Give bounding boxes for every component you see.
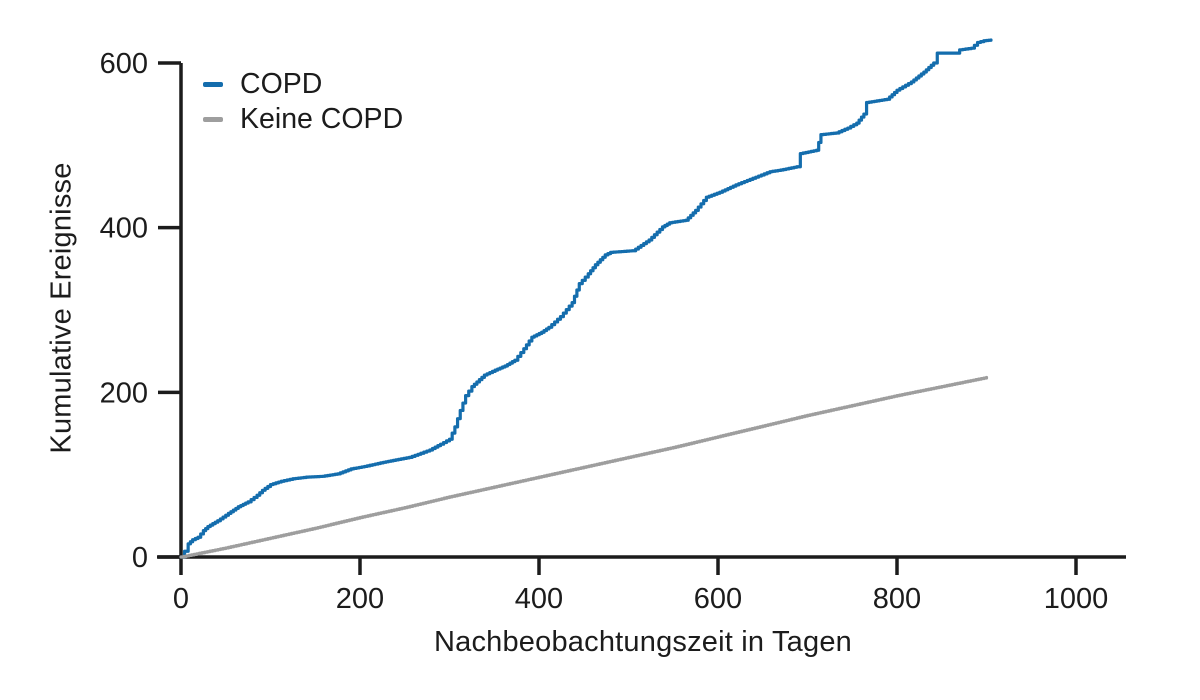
y-tick-label: 0 xyxy=(132,542,148,574)
x-axis-title: Nachbeobachtungszeit in Tagen xyxy=(433,626,853,658)
y-axis-title: Kumulative Ereignisse xyxy=(45,162,78,454)
x-tick-label: 400 xyxy=(515,583,563,615)
legend-label-copd: COPD xyxy=(240,68,323,100)
x-tick-label: 1000 xyxy=(1044,583,1109,615)
y-tick-label: 200 xyxy=(100,377,148,409)
keine-copd-line-swatch xyxy=(203,117,223,122)
series-line-copd xyxy=(179,38,993,559)
y-tick-label: 400 xyxy=(100,213,148,245)
legend-label-keine-copd: Keine COPD xyxy=(240,103,404,135)
series-line-keine-copd xyxy=(179,375,989,559)
legend-item-keine-copd: Keine COPD xyxy=(203,102,403,137)
legend: COPD Keine COPD xyxy=(203,67,403,137)
x-tick-label: 800 xyxy=(873,583,921,615)
x-tick-label: 200 xyxy=(336,583,384,615)
legend-item-copd: COPD xyxy=(203,67,403,102)
copd-line-swatch xyxy=(203,82,223,87)
x-tick-label: 0 xyxy=(173,583,189,615)
x-tick-label: 600 xyxy=(694,583,742,615)
y-tick-label: 600 xyxy=(100,48,148,80)
